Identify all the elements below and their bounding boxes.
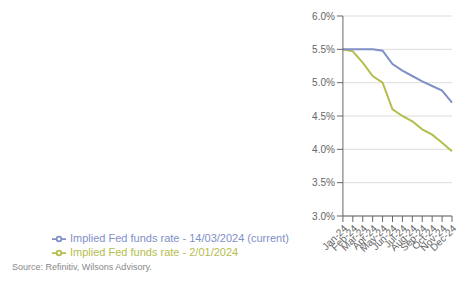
svg-text:5.5%: 5.5% (312, 44, 335, 55)
html-text:Implied Fed funds rate - 2/01/: Implied Fed funds rate - 2/01/2024 (70, 245, 239, 258)
svg-text:4.5%: 4.5% (312, 111, 335, 122)
svg-text:Jul-24: Jul-24 (381, 222, 409, 250)
svg-text:Jan-24: Jan-24 (319, 222, 350, 253)
svg-text:3.5%: 3.5% (312, 177, 335, 188)
svg-text:Feb-24: Feb-24 (329, 222, 360, 253)
svg-text:3.0%: 3.0% (312, 211, 335, 222)
svg-text:4.0%: 4.0% (312, 144, 335, 155)
svg-text:Aug-24: Aug-24 (388, 222, 419, 254)
html-text:Source: Refinitiv, Wilsons Adv: Source: Refinitiv, Wilsons Advisory. (12, 262, 152, 272)
svg-text:Mar-24: Mar-24 (339, 222, 370, 253)
svg-text:Sep-24: Sep-24 (398, 222, 429, 254)
svg-text:Oct-24: Oct-24 (409, 222, 439, 252)
svg-text:5.0%: 5.0% (312, 77, 335, 88)
svg-text:Jun-24: Jun-24 (369, 222, 399, 253)
svg-text:May-24: May-24 (357, 222, 389, 254)
svg-text:Dec-24: Dec-24 (428, 222, 459, 253)
html-text:Implied Fed funds rate - 14/03: Implied Fed funds rate - 14/03/2024 (cur… (70, 231, 289, 244)
svg-text:Nov-24: Nov-24 (417, 222, 449, 254)
svg-text:6.0%: 6.0% (312, 11, 335, 22)
svg-text:Apr-24: Apr-24 (350, 222, 380, 252)
